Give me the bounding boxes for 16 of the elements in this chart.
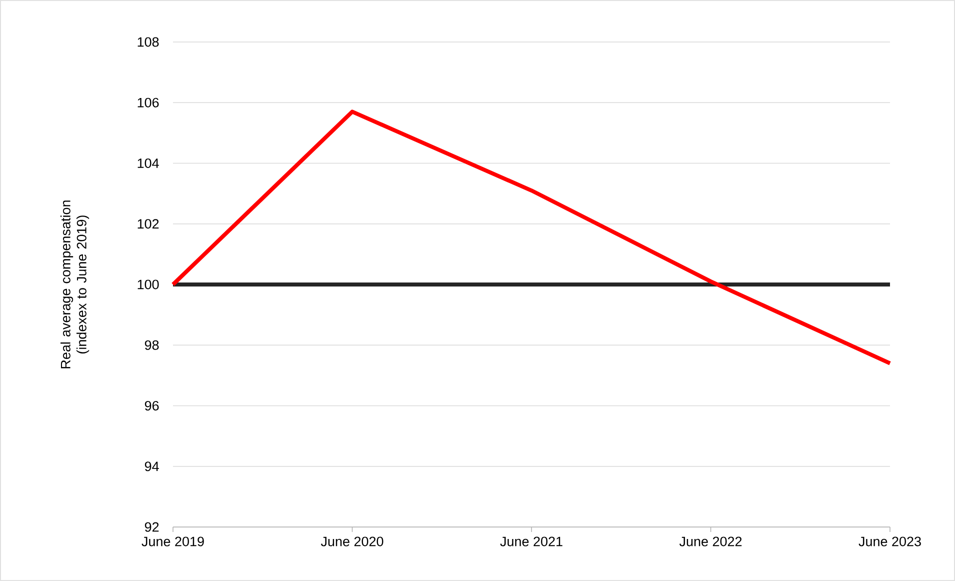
y-tick-label: 92	[144, 522, 159, 532]
y-tick-label: 104	[138, 158, 159, 168]
y-tick-label: 94	[144, 462, 159, 472]
y-tick-label: 106	[138, 98, 159, 108]
y-tick-label: 102	[138, 219, 159, 229]
x-tick-label: June 2022	[679, 536, 742, 546]
y-tick-label: 108	[138, 37, 159, 47]
y-tick-label: 98	[144, 340, 159, 350]
line-series	[171, 110, 892, 366]
x-tick-label: June 2021	[500, 536, 562, 546]
y-tick-label: 96	[144, 400, 159, 411]
x-tick-label: June 2023	[858, 536, 921, 546]
x-tick-label: June 2019	[142, 536, 204, 546]
x-tick-label: June 2020	[320, 536, 384, 546]
y-axis-title: Real average compensation (indexex to June 2019)	[60, 200, 90, 368]
y-tick-label: 100	[138, 280, 159, 290]
